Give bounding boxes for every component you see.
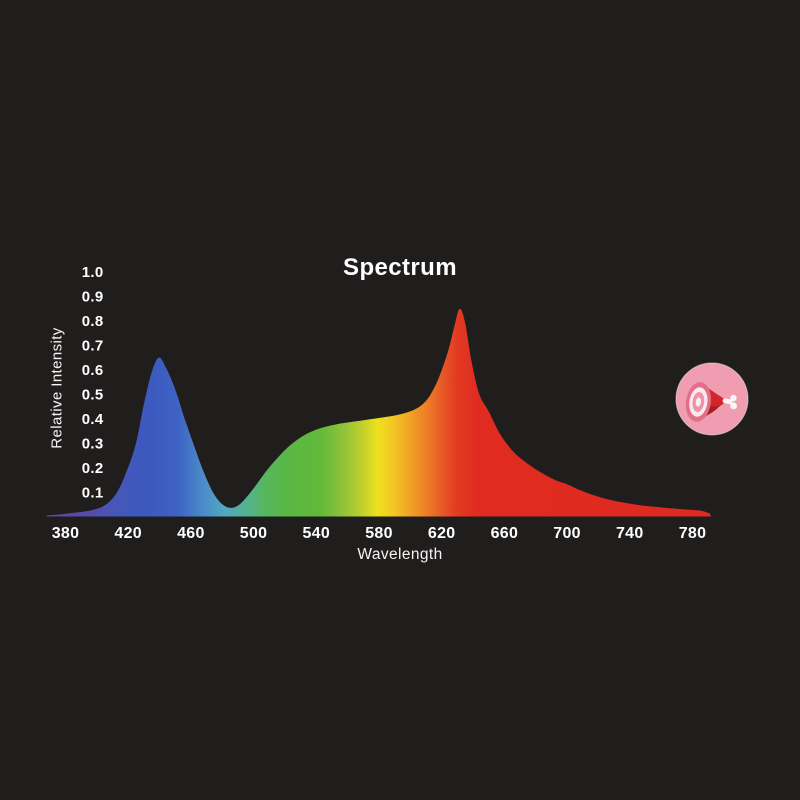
x-tick-740: 740: [616, 525, 644, 542]
x-tick-500: 500: [240, 525, 268, 542]
x-tick-580: 580: [365, 525, 393, 542]
y-axis-title: Relative Intensity: [48, 327, 66, 449]
ham-cut-face: [685, 382, 711, 422]
x-tick-700: 700: [553, 525, 581, 542]
y-tick-0.2: 0.2: [82, 460, 104, 477]
ham-bone: [722, 394, 738, 410]
meat-spectrum-badge: [675, 362, 749, 436]
x-tick-620: 620: [428, 525, 456, 542]
spectrum-area: [46, 308, 712, 517]
y-tick-0.7: 0.7: [82, 338, 104, 355]
x-axis-tick-labels: 380 420 460 500 540 580 620 660 700 740 780: [52, 525, 707, 542]
x-tick-540: 540: [302, 525, 330, 542]
y-tick-0.5: 0.5: [82, 386, 104, 403]
x-tick-780: 780: [679, 525, 707, 542]
x-tick-660: 660: [491, 525, 519, 542]
y-tick-0.6: 0.6: [82, 362, 104, 379]
bone-shaft: [722, 398, 733, 405]
y-tick-0.1: 0.1: [82, 484, 104, 501]
bone-knuckle-top: [730, 394, 737, 402]
x-tick-380: 380: [52, 525, 80, 542]
y-tick-0.3: 0.3: [82, 435, 104, 452]
y-tick-1.0: 1.0: [82, 264, 104, 281]
y-tick-0.9: 0.9: [82, 289, 104, 306]
y-tick-0.4: 0.4: [82, 411, 104, 428]
bone-knuckle-bottom: [730, 402, 738, 410]
ham-icon: [675, 362, 749, 436]
x-tick-460: 460: [177, 525, 205, 542]
chart-title: Spectrum: [343, 254, 457, 281]
x-tick-420: 420: [114, 525, 142, 542]
y-tick-0.8: 0.8: [82, 313, 104, 330]
y-axis-tick-labels: 0.1 0.2 0.3 0.4 0.5 0.6 0.7 0.8 0.9 1.0: [82, 264, 104, 501]
cut-face-center: [695, 397, 702, 407]
x-axis-title: Wavelength: [357, 546, 443, 563]
